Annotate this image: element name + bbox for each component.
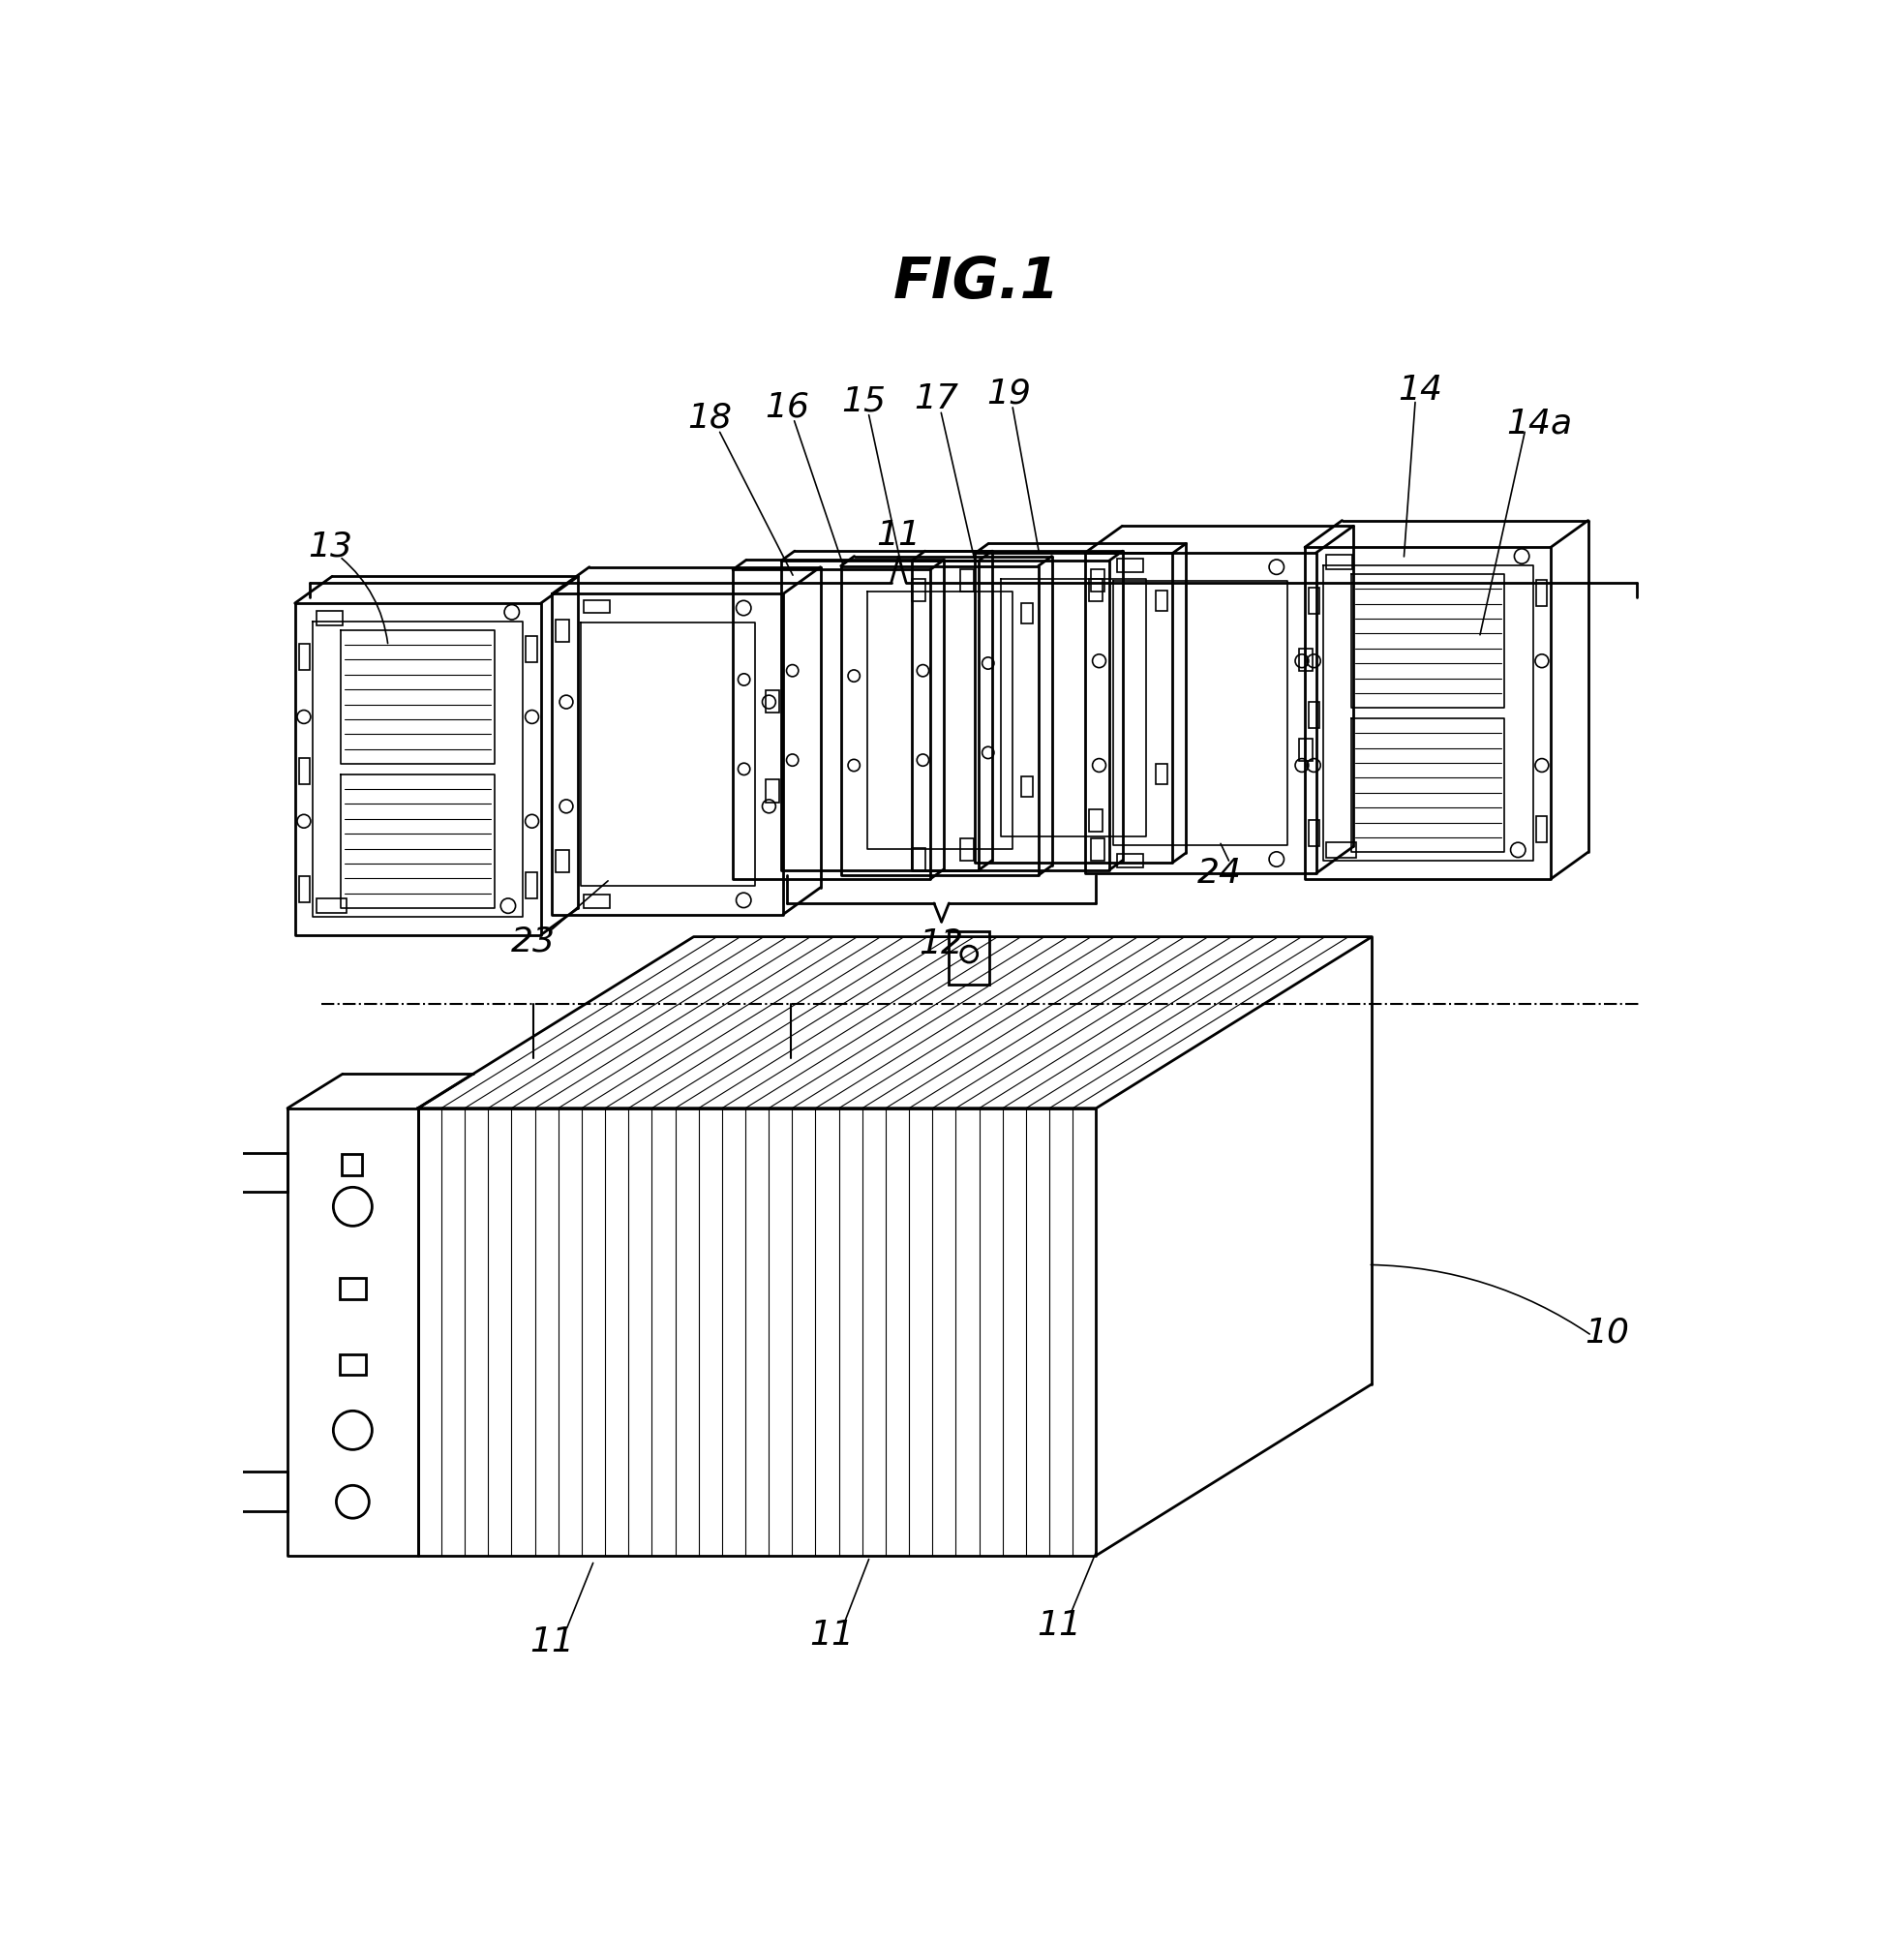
Text: 12: 12	[920, 927, 963, 960]
Bar	[1327, 556, 1352, 571]
Bar	[1089, 810, 1102, 832]
Text: 11: 11	[809, 1617, 853, 1650]
Bar	[299, 643, 310, 670]
Bar	[556, 620, 569, 643]
Text: 23: 23	[510, 925, 556, 958]
Bar	[1091, 571, 1104, 593]
Bar	[339, 1278, 366, 1300]
Text: 11: 11	[876, 519, 922, 552]
Bar	[1118, 855, 1142, 869]
Bar	[948, 931, 990, 985]
Bar	[299, 758, 310, 785]
Bar	[1537, 581, 1548, 606]
Bar	[526, 637, 537, 663]
Bar	[585, 600, 609, 614]
Bar	[765, 690, 779, 713]
Bar	[1091, 839, 1104, 861]
Text: 24: 24	[1198, 857, 1241, 888]
Bar	[912, 849, 925, 870]
Bar	[1308, 703, 1319, 729]
Bar	[526, 872, 537, 900]
Text: 17: 17	[914, 383, 958, 416]
Bar	[1156, 764, 1167, 785]
Bar	[299, 876, 310, 903]
Text: FIG.1: FIG.1	[893, 255, 1059, 309]
Text: 18: 18	[687, 402, 733, 435]
Text: 14: 14	[1398, 373, 1443, 406]
Bar	[316, 900, 347, 913]
Bar	[1118, 560, 1142, 573]
Bar	[240, 1154, 288, 1193]
Bar	[1308, 820, 1319, 847]
Bar	[1089, 579, 1102, 602]
Text: 19: 19	[986, 377, 1032, 410]
Bar	[1299, 649, 1312, 672]
Bar	[1537, 816, 1548, 843]
Bar	[1021, 604, 1034, 624]
Bar	[341, 1154, 362, 1176]
Text: 13: 13	[308, 530, 352, 563]
Bar	[1299, 740, 1312, 762]
Bar	[960, 571, 973, 593]
Bar	[556, 851, 569, 872]
Text: 16: 16	[765, 391, 809, 424]
Bar	[240, 1473, 288, 1512]
Bar	[1327, 843, 1356, 859]
Text: 11: 11	[529, 1624, 575, 1657]
Bar	[1156, 591, 1167, 612]
Text: 14a: 14a	[1506, 406, 1573, 439]
Bar	[1021, 777, 1034, 799]
Bar	[339, 1354, 366, 1376]
Bar	[960, 839, 973, 861]
Bar	[316, 612, 343, 626]
Text: 10: 10	[1584, 1315, 1630, 1348]
Text: 11: 11	[1036, 1607, 1081, 1640]
Bar	[1308, 589, 1319, 614]
Bar	[765, 781, 779, 802]
Bar	[585, 896, 609, 909]
Text: 15: 15	[842, 385, 885, 418]
Bar	[912, 579, 925, 602]
